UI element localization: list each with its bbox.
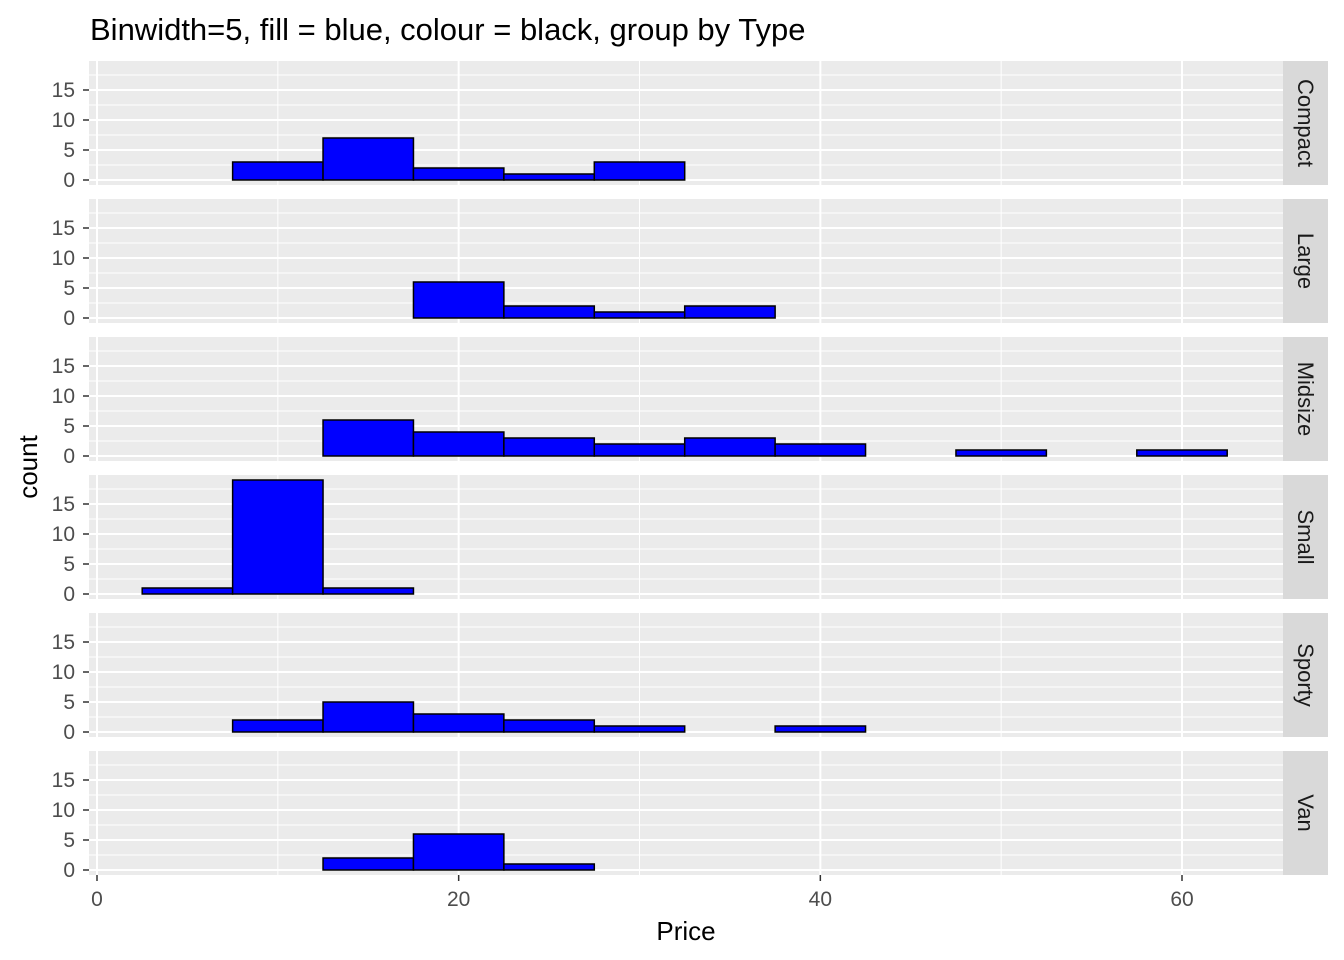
histogram-bar [412, 833, 505, 871]
facet-strip-label: Small [1293, 509, 1318, 564]
histogram-bar [231, 161, 324, 181]
facet-panel-compact: 0 5 10 15 Compact [52, 61, 1328, 192]
facet-panel-van: 0 5 10 15 Van [52, 751, 1328, 882]
y-tick-label: 5 [63, 277, 75, 300]
facet-panel-sporty: 0 5 10 15 Sporty [52, 613, 1328, 744]
y-tick-label: 0 [63, 859, 75, 882]
histogram-bar [412, 167, 505, 181]
facet-strip-label: Compact [1293, 79, 1318, 167]
histogram-bar [683, 305, 776, 319]
facet-strip [1283, 613, 1328, 737]
y-tick-label: 0 [63, 445, 75, 468]
facet-panels: 0 5 10 15 Compact 0 5 10 15 Large 0 5 10 15 Midsize 0 5 1… [52, 61, 1328, 882]
y-tick-label: 5 [63, 829, 75, 852]
histogram-bar [322, 419, 415, 457]
histogram-bar [412, 281, 505, 319]
x-axis-title: Price [656, 916, 715, 946]
histogram-bar [1136, 449, 1228, 457]
facet-panel-midsize: 0 5 10 15 Midsize [52, 337, 1328, 468]
facet-strip [1283, 199, 1328, 323]
histogram-bar [503, 305, 596, 319]
histogram-bar [593, 725, 686, 733]
histogram-bar [322, 701, 415, 733]
y-tick-label: 15 [52, 631, 75, 654]
y-tick-label: 15 [52, 79, 75, 102]
facet-panel-small: 0 5 10 15 Small [52, 475, 1328, 606]
histogram-bar [593, 311, 686, 319]
y-axis-title: count [13, 434, 43, 498]
facet-strip [1283, 751, 1328, 875]
histogram-bar [141, 587, 234, 595]
y-tick-label: 15 [52, 769, 75, 792]
histogram-bar [593, 443, 686, 457]
y-tick-label: 5 [63, 139, 75, 162]
x-tick-label: 40 [809, 888, 832, 911]
facet-strip-label: Large [1293, 233, 1318, 289]
y-tick-label: 10 [52, 109, 75, 132]
histogram-bar [412, 713, 505, 733]
y-tick-label: 0 [63, 307, 75, 330]
histogram-bar [774, 443, 867, 457]
y-tick-label: 0 [63, 169, 75, 192]
histogram-bar [322, 857, 415, 871]
chart-title: Binwidth=5, fill = blue, colour = black,… [90, 12, 805, 47]
histogram-bar [322, 587, 415, 595]
facet-strip [1283, 61, 1328, 185]
panel-background [89, 613, 1283, 737]
x-axis: 0 20 40 60 [91, 875, 1194, 911]
histogram-bar [593, 161, 686, 181]
facet-strip-label: Van [1293, 794, 1318, 832]
panel-background [89, 199, 1283, 323]
histogram-bar [503, 719, 596, 733]
y-tick-label: 10 [52, 799, 75, 822]
x-tick-label: 20 [447, 888, 470, 911]
histogram-bar [503, 173, 596, 181]
y-tick-label: 15 [52, 355, 75, 378]
histogram-bar [322, 137, 415, 181]
histogram-bar [231, 719, 324, 733]
y-tick-label: 10 [52, 385, 75, 408]
facet-strip-label: Midsize [1293, 362, 1318, 437]
y-tick-label: 15 [52, 217, 75, 240]
y-tick-label: 15 [52, 493, 75, 516]
y-tick-label: 5 [63, 553, 75, 576]
x-tick-label: 60 [1170, 888, 1193, 911]
y-tick-label: 0 [63, 583, 75, 606]
y-tick-label: 5 [63, 415, 75, 438]
facet-strip [1283, 337, 1328, 461]
histogram-bar [503, 437, 596, 457]
y-tick-label: 5 [63, 691, 75, 714]
histogram-bar [955, 449, 1048, 457]
histogram-bar [231, 479, 324, 595]
y-tick-label: 10 [52, 247, 75, 270]
histogram-bar [774, 725, 867, 733]
facet-panel-large: 0 5 10 15 Large [52, 199, 1328, 330]
histogram-bar [683, 437, 776, 457]
y-tick-label: 10 [52, 661, 75, 684]
histogram-bar [503, 863, 596, 871]
facet-strip [1283, 475, 1328, 599]
x-tick-label: 0 [91, 888, 103, 911]
y-tick-label: 10 [52, 523, 75, 546]
panel-background [89, 751, 1283, 875]
y-tick-label: 0 [63, 721, 75, 744]
histogram-bar [412, 431, 505, 457]
facet-strip-label: Sporty [1293, 643, 1318, 707]
